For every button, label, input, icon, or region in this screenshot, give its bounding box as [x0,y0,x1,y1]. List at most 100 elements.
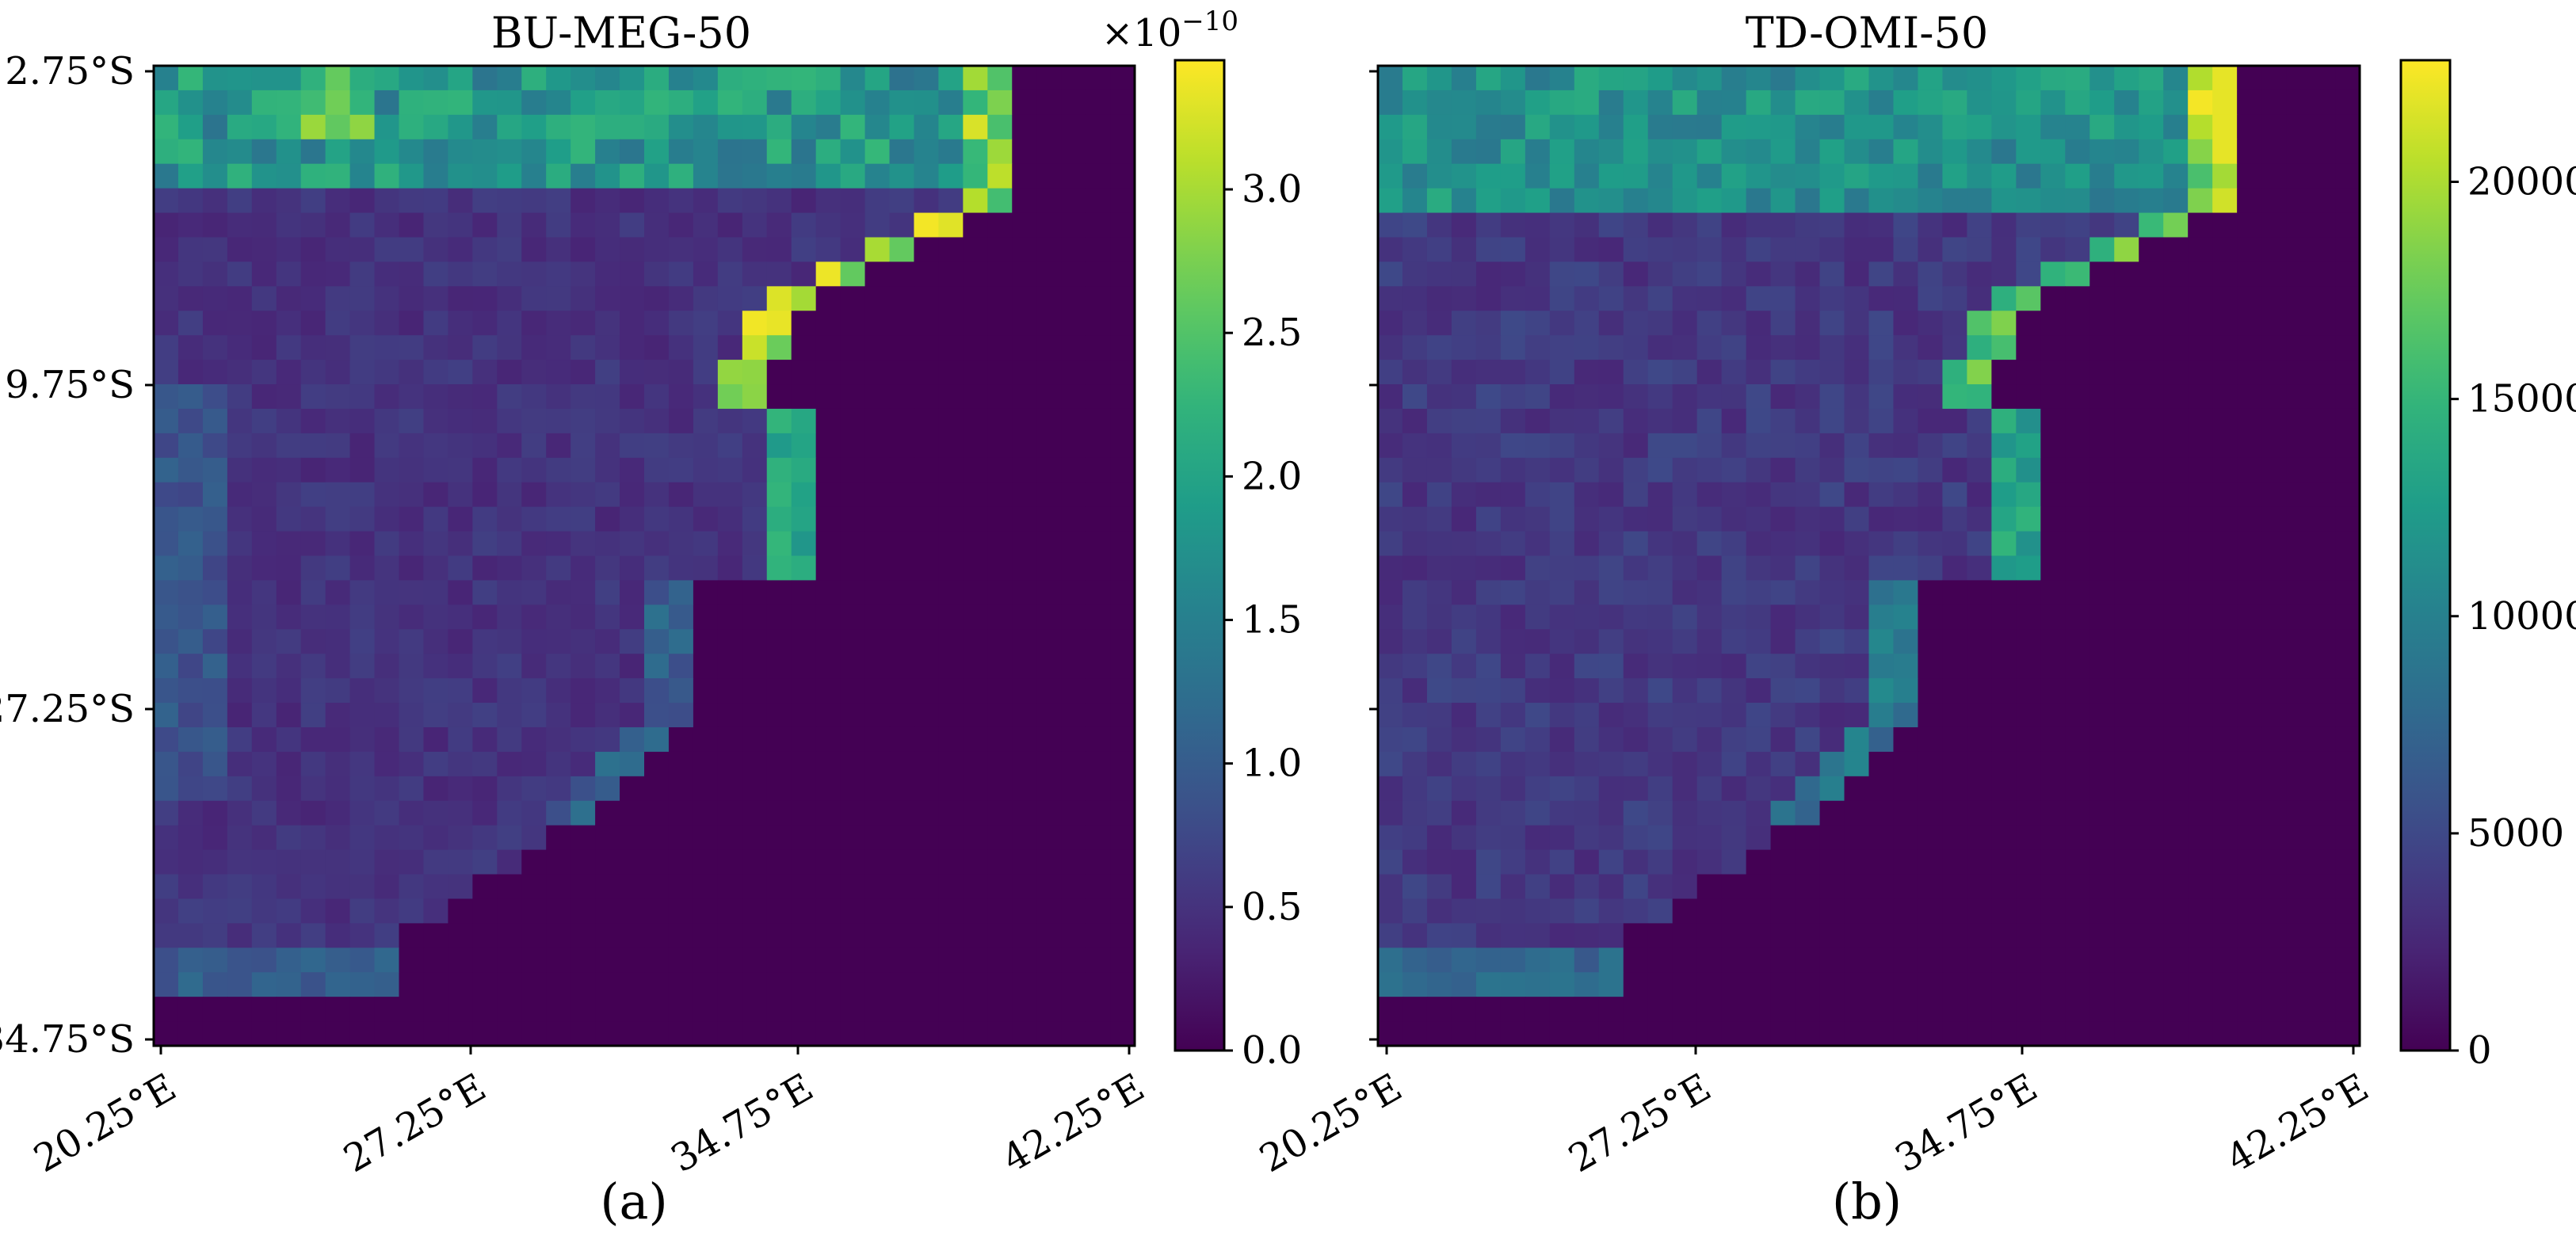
heatmap-cell [1549,776,1575,802]
heatmap-cell [1795,776,1821,802]
heatmap-cell [1795,506,1821,532]
heatmap-cell [717,726,743,753]
heatmap-cell [791,114,817,140]
heatmap-cell [202,114,228,140]
heatmap-cell [791,997,817,1022]
heatmap-cell [987,580,1013,605]
heatmap-cell [889,825,915,851]
heatmap-cell [2261,580,2287,605]
heatmap-cell [766,163,792,189]
heatmap-cell [644,66,670,91]
heatmap-cell [177,506,204,532]
heatmap-cell [1647,972,1673,997]
heatmap-cell [1402,433,1428,459]
heatmap-cell [571,360,596,385]
heatmap-cell [1086,384,1111,410]
heatmap-cell [448,654,473,679]
heatmap-cell [742,629,768,654]
heatmap-cell [864,751,891,777]
heatmap-cell [1475,629,1502,654]
heatmap-cell [2163,703,2189,728]
heatmap-cell [300,751,326,777]
heatmap-cell [349,384,376,410]
heatmap-cell [1844,408,1870,434]
heatmap-cell [2237,90,2262,116]
heatmap-cell [1672,360,1698,385]
heatmap-cell [2261,654,2287,679]
heatmap-cell [1918,360,1944,385]
heatmap-cell [1036,114,1062,140]
heatmap-cell [1475,972,1502,997]
heatmap-cell [2114,825,2139,851]
heatmap-cell [374,139,400,165]
heatmap-cell [571,457,596,483]
heatmap-cell [2261,1021,2287,1047]
heatmap-cell [1086,923,1111,948]
heatmap-cell [2089,849,2115,875]
heatmap-cell [1721,1021,1747,1047]
heatmap-cell [840,163,866,189]
heatmap-cell [1036,139,1062,165]
heatmap-cell [742,678,768,704]
heatmap-cell [2212,457,2238,483]
heatmap-cell [1721,335,1747,360]
heatmap-cell [840,482,866,508]
heatmap-cell [1942,874,1968,900]
heatmap-cell [2311,751,2336,777]
heatmap-cell [1500,384,1526,410]
heatmap-cell [497,360,522,385]
heatmap-cell [1647,237,1673,263]
heatmap-cell [1525,726,1551,753]
heatmap-cell [2335,751,2360,777]
heatmap-cell [1451,212,1477,238]
heatmap-cell [448,1021,473,1047]
heatmap-cell [1795,629,1821,654]
heatmap-cell [620,703,645,728]
heatmap-cell [276,163,302,189]
heatmap-cell [1451,629,1477,654]
heatmap-cell [1061,335,1086,360]
heatmap-cell [717,286,743,311]
heatmap-cell [1918,188,1944,214]
heatmap-cell [251,948,277,973]
heatmap-cell [571,1021,596,1047]
heatmap-cell [521,825,547,851]
heatmap-cell [1942,360,1968,385]
heatmap-cell [546,482,571,508]
heatmap-cell [2188,898,2213,924]
heatmap-cell [1868,654,1895,679]
heatmap-cell [2139,898,2164,924]
heatmap-cell [1721,360,1747,385]
heatmap-cell [1893,825,1919,851]
heatmap-cell [889,139,915,165]
heatmap-cell [1795,997,1821,1022]
heatmap-cell [1086,654,1111,679]
heatmap-cell [1918,114,1944,140]
heatmap-cell [2139,776,2164,802]
heatmap-cell [889,604,915,630]
heatmap-cell [1967,555,1992,582]
heatmap-cell [154,237,179,263]
heatmap-cell [472,997,498,1022]
heatmap-cell [2139,506,2164,532]
heatmap-cell [914,261,939,287]
heatmap-cell [571,163,596,189]
heatmap-cell [154,114,179,140]
heatmap-cell [1086,874,1111,900]
heatmap-cell [2139,360,2164,385]
heatmap-cell [987,482,1013,508]
heatmap-cell [840,580,866,605]
heatmap-cell [2311,188,2336,214]
heatmap-cell [423,139,448,165]
heatmap-cell [1868,948,1895,973]
heatmap-cell [154,555,179,582]
heatmap-cell [864,776,891,802]
heatmap-cell [1086,1021,1111,1047]
heatmap-cell [1036,457,1062,483]
heatmap-cell [766,188,792,214]
heatmap-cell [1942,726,1968,753]
heatmap-cell [1012,580,1037,605]
heatmap-cell [202,139,228,165]
heatmap-cell [374,506,400,532]
heatmap-cell [1110,237,1135,263]
